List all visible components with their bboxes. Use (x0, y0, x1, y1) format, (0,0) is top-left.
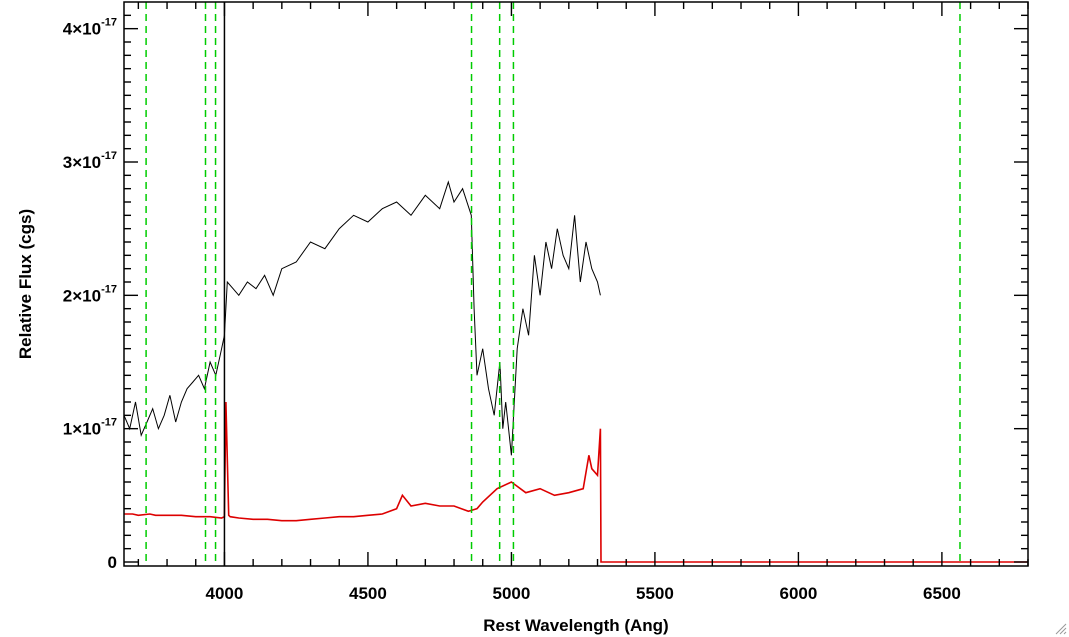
series-layer (123, 180, 1028, 563)
y-tick-label: 0 (108, 553, 117, 572)
x-tick-label: 4000 (206, 584, 244, 603)
y-tick-label: 1×10-17 (63, 417, 117, 439)
x-axis-title: Rest Wavelength (Ang) (483, 616, 668, 635)
series-line-1 (123, 180, 601, 456)
y-tick-label: 2×10-17 (63, 283, 117, 305)
y-tick-label: 4×10-17 (63, 17, 117, 39)
y-axis-title: Relative Flux (cgs) (16, 209, 35, 359)
y-tick-labels: 0 1×10-17 2×10-17 3×10-17 4×10-17 (63, 17, 117, 572)
x-tick-label: 5000 (493, 584, 531, 603)
plot-frame (123, 1, 1029, 567)
y-tick-label: 3×10-17 (63, 150, 117, 172)
x-tick-label: 6000 (779, 584, 817, 603)
x-tick-label: 5500 (636, 584, 674, 603)
resize-grip-icon[interactable] (1053, 621, 1067, 635)
x-tick-labels: 4000 4500 5000 5500 6000 6500 (206, 584, 961, 603)
marker-layer (145, 2, 961, 566)
tick-layer (124, 2, 1029, 566)
x-tick-label: 4500 (349, 584, 387, 603)
series-line-2 (124, 401, 1028, 563)
plot-area (124, 2, 1028, 566)
x-tick-label: 6500 (923, 584, 961, 603)
